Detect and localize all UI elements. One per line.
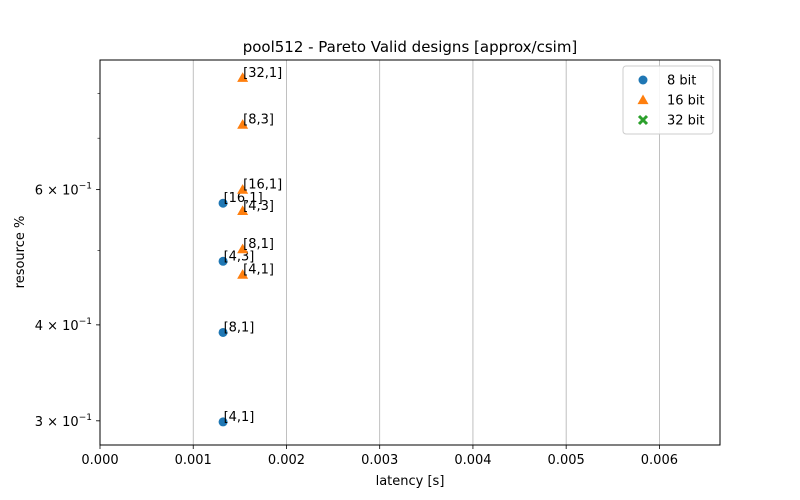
x-tick-label: 0.001 [175,453,212,468]
x-axis: 0.000 0.001 0.002 0.003 0.004 0.005 0.006 [81,445,678,468]
data-marks: [4,1][8,1][4,3][16,1][4,1][8,1][4,3][16,… [218,66,282,427]
data-point [237,269,249,279]
data-point-label: [4,1] [224,410,255,425]
y-axis: 3 × 10−1 4 × 10−1 6 × 10−1 [35,93,100,430]
x-tick-label: 0.004 [454,453,491,468]
data-point [237,184,249,194]
data-point [218,327,228,337]
data-point [237,205,249,215]
y-tick-label: 4 × 10−1 [35,317,92,334]
legend-label: 16 bit [667,94,705,109]
data-point-label: [16,1] [224,191,263,206]
chart-title: pool512 - Pareto Valid designs [approx/c… [243,38,578,56]
y-tick-label: 3 × 10−1 [35,413,92,430]
data-point-label: [8,3] [243,113,274,128]
y-tick-label: 6 × 10−1 [35,182,92,199]
legend-marker [637,114,649,126]
data-point [218,256,228,266]
plot-frame [99,59,721,446]
data-point [237,243,249,254]
data-point-label: [4,3] [243,199,274,214]
legend-label: 32 bit [667,114,705,129]
x-tick-label: 0.002 [268,453,305,468]
data-point [237,72,249,82]
y-axis-label: resource % [13,216,28,289]
legend: 8 bit 16 bit 32 bit [622,65,714,135]
x-tick-label: 0.005 [548,453,585,468]
data-point [237,119,249,129]
x-axis-label: latency [s] [376,474,445,489]
data-point-label: [32,1] [243,66,282,81]
x-tick-label: 0.000 [81,453,118,468]
legend-label: 8 bit [667,74,696,89]
data-point-label: [8,1] [243,237,274,252]
x-tick-label: 0.003 [361,453,398,468]
data-point-label: [8,1] [224,320,255,335]
data-point-label: [4,1] [243,263,274,278]
data-point [218,198,228,208]
data-point-label: [16,1] [243,178,282,193]
legend-marker [637,94,649,105]
data-point [218,417,228,427]
x-tick-label: 0.006 [641,453,678,468]
legend-marker [638,75,648,85]
